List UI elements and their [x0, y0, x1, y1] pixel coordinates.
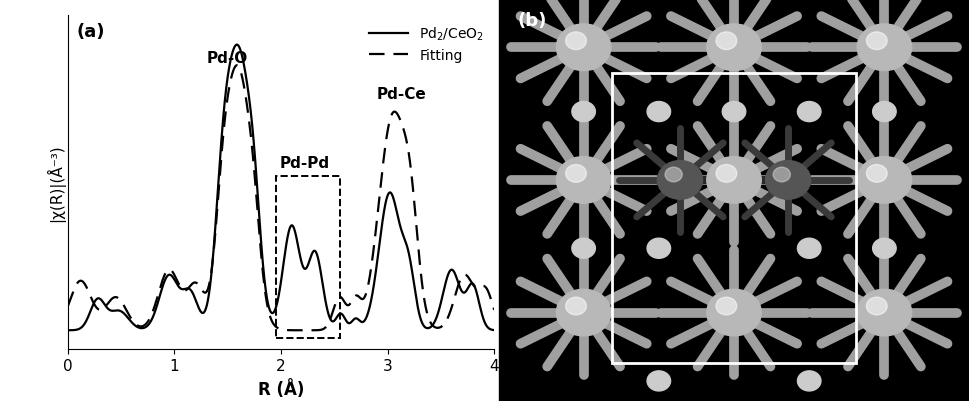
Text: (b): (b) [517, 12, 547, 30]
Circle shape [858, 290, 912, 336]
Circle shape [706, 157, 762, 204]
Circle shape [873, 239, 896, 259]
Circle shape [647, 239, 671, 259]
Circle shape [773, 168, 791, 182]
Text: Pd-O: Pd-O [207, 51, 248, 66]
Text: (a): (a) [77, 23, 105, 41]
Text: Pd-Pd: Pd-Pd [280, 156, 330, 171]
Y-axis label: |χ(R)|(Å⁻³): |χ(R)|(Å⁻³) [47, 144, 65, 221]
Circle shape [566, 33, 586, 51]
Circle shape [657, 161, 703, 200]
Circle shape [858, 157, 912, 204]
Circle shape [706, 290, 762, 336]
Circle shape [866, 165, 888, 183]
Circle shape [572, 102, 595, 122]
Circle shape [797, 102, 821, 122]
Circle shape [706, 25, 762, 71]
Circle shape [665, 168, 682, 182]
Circle shape [566, 165, 586, 183]
Circle shape [716, 165, 736, 183]
Circle shape [572, 239, 595, 259]
Circle shape [556, 290, 610, 336]
Legend: Pd$_2$/CeO$_2$, Fitting: Pd$_2$/CeO$_2$, Fitting [363, 20, 490, 68]
Circle shape [722, 102, 746, 122]
Bar [276, 176, 340, 338]
Bar [611, 74, 857, 363]
Circle shape [716, 33, 736, 51]
Circle shape [647, 102, 671, 122]
Circle shape [797, 239, 821, 259]
Circle shape [873, 102, 896, 122]
Circle shape [556, 157, 610, 204]
Circle shape [858, 25, 912, 71]
Circle shape [716, 298, 736, 315]
Circle shape [797, 371, 821, 391]
Circle shape [647, 371, 671, 391]
X-axis label: R (Å): R (Å) [258, 379, 304, 398]
Circle shape [566, 298, 586, 315]
Circle shape [866, 298, 888, 315]
Circle shape [556, 25, 610, 71]
Circle shape [866, 33, 888, 51]
Circle shape [766, 161, 811, 200]
Text: Pd-Ce: Pd-Ce [377, 87, 426, 101]
